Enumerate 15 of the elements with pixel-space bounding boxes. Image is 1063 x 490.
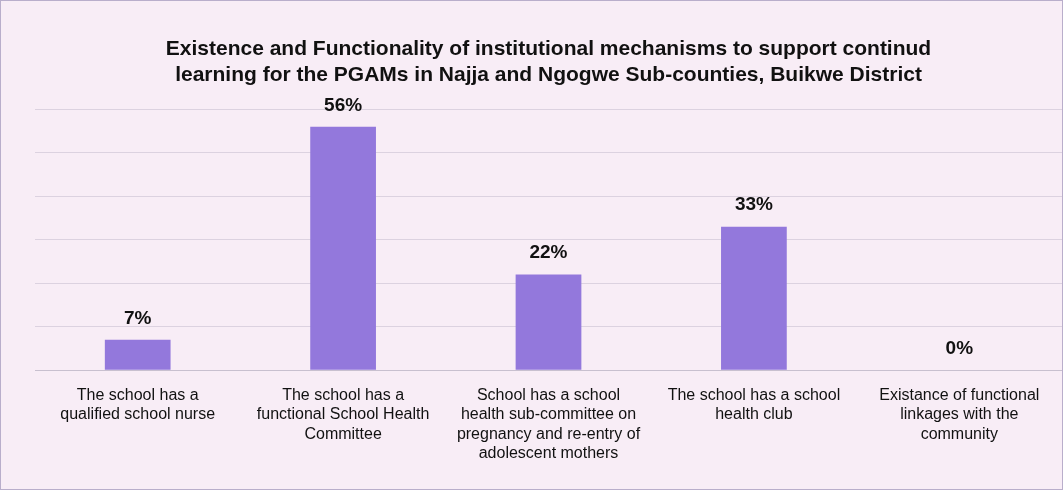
x-tick-label: Existance of functional linkages with the community <box>879 386 1040 442</box>
bar <box>515 274 582 370</box>
x-tick-label: School has a school health sub-committee on pregnancy and re-entry of adolescent mothers <box>456 386 641 461</box>
bar <box>721 226 787 370</box>
data-label: 7% <box>123 306 152 328</box>
bar <box>104 339 171 370</box>
data-label: 33% <box>734 193 774 215</box>
data-label: 22% <box>529 241 568 263</box>
data-label: 0% <box>945 336 974 358</box>
x-tick-label: The school has a school health club <box>667 386 841 423</box>
x-tick-label: The school has a qualified school nurse <box>60 386 216 423</box>
x-tick-label: The school has a functional School Health Committee <box>256 386 430 442</box>
bar <box>310 126 376 370</box>
chart-title: Existence and Functionality of institutional mechanisms to support continud learning for the PGAMs in Najja and Ngogwe Sub-counties, Buikwe District <box>165 36 932 85</box>
data-label: 56% <box>324 93 363 115</box>
